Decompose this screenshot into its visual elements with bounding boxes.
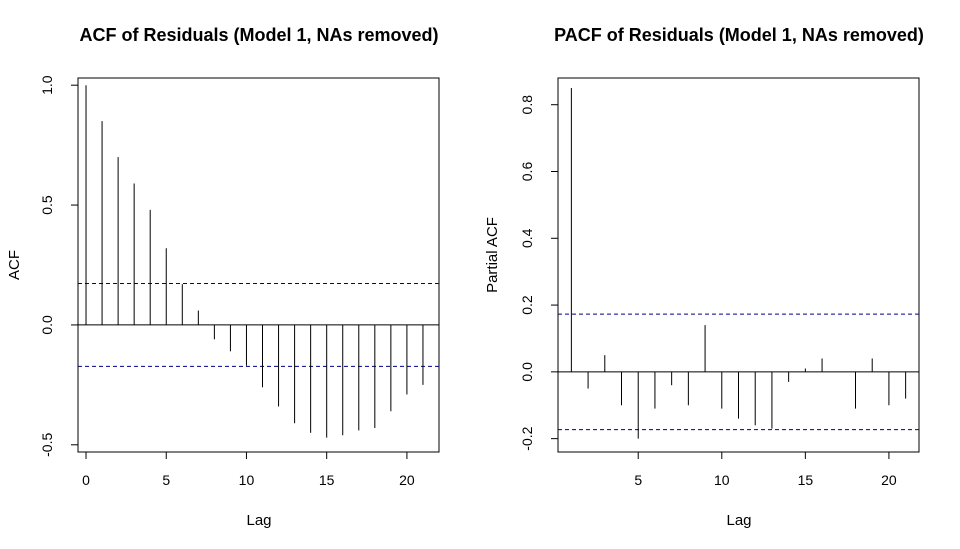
pacf-y-tick-label: 0.6 [519, 162, 535, 182]
acf-plot-frame [77, 77, 440, 453]
pacf-marks [558, 88, 919, 439]
acf-x-axis-label: Lag [246, 512, 271, 529]
pacf-chart-title: PACF of Residuals (Model 1, NAs removed) [554, 25, 924, 45]
acf-y-tick-label: -0.5 [39, 433, 55, 457]
pacf-y-tick-label: 0.2 [519, 295, 535, 315]
pacf-y-tick-label: -0.2 [519, 426, 535, 450]
acf-x-tick-label: 20 [399, 472, 415, 488]
acf-y-tick-label: 1.0 [39, 75, 55, 95]
acf-axes: 0 5 10 15 20 -0.5 0.0 0.5 1.0 [39, 75, 415, 488]
acf-panel: ACF of Residuals (Model 1, NAs removed) … [6, 25, 440, 529]
pacf-y-tick-label: 0.0 [519, 362, 535, 382]
acf-x-tick-label: 5 [162, 472, 170, 488]
acf-x-tick-label: 15 [319, 472, 335, 488]
acf-marks [78, 85, 439, 438]
pacf-x-tick-label: 10 [714, 472, 730, 488]
pacf-x-axis-label: Lag [726, 512, 751, 529]
pacf-y-tick-label: 0.8 [519, 95, 535, 115]
acf-x-tick-label: 0 [82, 472, 90, 488]
pacf-axes: 5 10 15 20 -0.2 0.0 0.2 0.4 0.6 0.8 [519, 95, 897, 488]
acf-y-axis-label: ACF [6, 250, 23, 280]
pacf-x-tick-label: 20 [881, 472, 897, 488]
pacf-y-tick-label: 0.4 [519, 228, 535, 248]
pacf-x-tick-label: 5 [634, 472, 642, 488]
acf-x-tick-label: 10 [239, 472, 255, 488]
pacf-panel: PACF of Residuals (Model 1, NAs removed)… [484, 25, 924, 529]
acf-y-tick-label: 0.5 [39, 195, 55, 215]
pacf-x-tick-label: 15 [798, 472, 814, 488]
pacf-y-axis-label: Partial ACF [484, 217, 501, 293]
acf-y-tick-label: 0.0 [39, 315, 55, 335]
acf-chart-title: ACF of Residuals (Model 1, NAs removed) [79, 25, 438, 45]
